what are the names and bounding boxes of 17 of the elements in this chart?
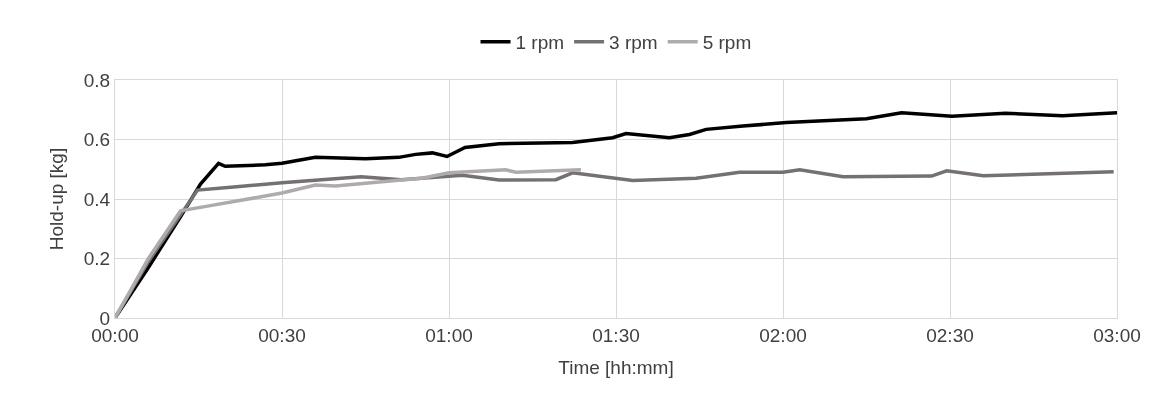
line-series — [115, 110, 1117, 318]
y-axis-title: Hold-up [kg] — [45, 147, 67, 251]
y-tick-label: 0.6 — [83, 129, 111, 151]
y-tick-label: 0.2 — [83, 248, 111, 270]
x-tick-label: 02:30 — [926, 324, 974, 346]
legend-label: 5 rpm — [702, 32, 752, 54]
x-tick-label: 01:00 — [425, 324, 473, 346]
x-tick-label: 02:00 — [759, 324, 807, 346]
x-tick-label: 01:30 — [592, 324, 640, 346]
y-tick-label: 0.4 — [83, 188, 111, 210]
x-tick-label: 03:00 — [1093, 324, 1141, 346]
x-tick-label: 00:30 — [258, 324, 306, 346]
y-tick-label: 0.8 — [83, 69, 111, 91]
legend-label: 1 rpm — [515, 32, 565, 54]
legend-label: 3 rpm — [609, 32, 658, 54]
line-series — [115, 168, 583, 318]
x-axis-title: Time [hh:mm] — [558, 356, 674, 378]
